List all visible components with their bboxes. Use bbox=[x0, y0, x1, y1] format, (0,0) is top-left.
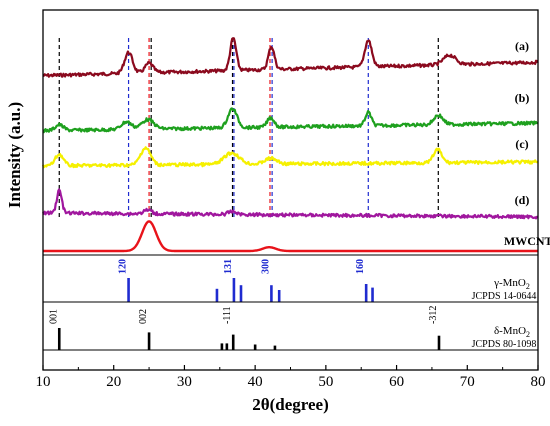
hkl-label: 160 bbox=[355, 259, 366, 274]
trace-label: (a) bbox=[515, 39, 529, 53]
reference-name: γ-MnO2 bbox=[493, 277, 530, 291]
x-tick-label: 30 bbox=[177, 374, 192, 390]
guide-lines bbox=[58, 38, 439, 217]
trace-line bbox=[42, 37, 539, 78]
trace-label: (d) bbox=[515, 193, 530, 207]
hkl-label: 001 bbox=[48, 309, 59, 324]
hkl-label: -111 bbox=[222, 306, 233, 324]
x-tick-label: 10 bbox=[36, 374, 51, 390]
x-tick-label: 20 bbox=[106, 374, 121, 390]
x-tick-label: 80 bbox=[531, 374, 546, 390]
x-tick-label: 70 bbox=[460, 374, 475, 390]
trace-line bbox=[42, 107, 539, 134]
x-tick-label: 50 bbox=[318, 374, 333, 390]
trace-label: (b) bbox=[515, 91, 530, 105]
y-axis-label: Intensity (a.u.) bbox=[5, 102, 24, 208]
xrd-traces: (a) (b) (c) (d) MWCNTs bbox=[41, 37, 550, 253]
trace-label: (c) bbox=[515, 137, 528, 151]
reference-name: δ-MnO2 bbox=[494, 325, 530, 339]
hkl-label: 120 bbox=[118, 259, 129, 274]
hkl-label: -312 bbox=[428, 306, 439, 324]
hkl-label: 131 bbox=[223, 259, 234, 274]
trace-line bbox=[42, 188, 539, 220]
hkl-label: 300 bbox=[260, 259, 271, 274]
reference-card: JCPDS 14-0644 bbox=[472, 291, 537, 302]
trace-line bbox=[42, 220, 539, 253]
reference-card: JCPDS 80-1098 bbox=[472, 339, 537, 350]
x-axis-label: 2θ(degree) bbox=[252, 395, 329, 414]
axes: 10 20 30 40 50 60 70 80 bbox=[36, 9, 546, 390]
trace-line bbox=[41, 146, 539, 169]
x-tick-label: 40 bbox=[248, 374, 263, 390]
hkl-label: 002 bbox=[138, 309, 149, 324]
x-tick-label: 60 bbox=[389, 374, 404, 390]
trace-label: MWCNTs bbox=[504, 234, 550, 248]
